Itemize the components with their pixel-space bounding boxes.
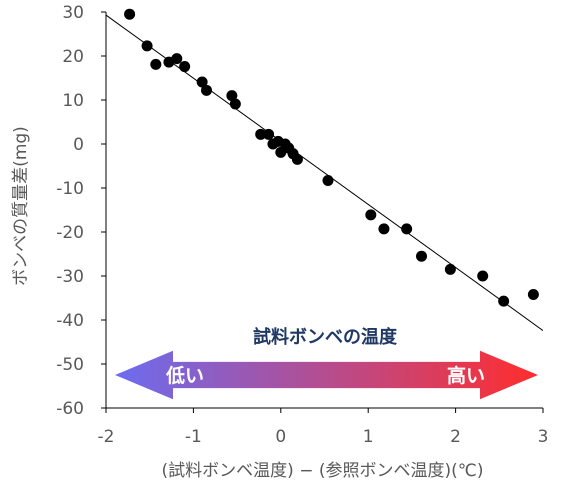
y-tick-label: -10 xyxy=(56,179,84,199)
x-tick-label: 1 xyxy=(363,427,374,447)
data-point xyxy=(226,90,238,102)
data-point xyxy=(171,53,183,65)
y-tick-label: -60 xyxy=(56,399,84,419)
data-points xyxy=(124,8,539,307)
data-point xyxy=(201,84,213,96)
x-tick-label: -2 xyxy=(98,427,115,447)
temperature-double-arrow xyxy=(115,350,538,400)
y-axis-title: ボンベの質量差(mg) xyxy=(11,126,31,286)
data-point xyxy=(378,223,390,235)
data-point xyxy=(365,209,377,221)
y-tick-label: -30 xyxy=(56,267,84,287)
axes xyxy=(101,11,544,413)
x-tick-label: 3 xyxy=(538,427,549,447)
data-point xyxy=(124,8,136,20)
x-axis-title: (試料ボンベ温度) − (参照ボンベ温度)(℃) xyxy=(162,461,484,481)
y-tick-label: 0 xyxy=(73,135,84,155)
linear-fit-line xyxy=(106,14,543,331)
data-point xyxy=(255,128,267,140)
data-point xyxy=(498,295,510,307)
y-tick-label: -20 xyxy=(56,223,84,243)
data-point xyxy=(141,40,153,52)
data-point xyxy=(477,270,489,282)
data-point xyxy=(322,175,334,187)
fit-line-layer xyxy=(106,14,543,331)
y-tick-label: -40 xyxy=(56,311,84,331)
x-tick-label: 2 xyxy=(450,427,461,447)
data-point xyxy=(291,153,303,165)
data-point xyxy=(401,223,413,235)
data-point xyxy=(150,58,162,70)
data-point xyxy=(444,263,456,275)
arrow-caption: 試料ボンベの温度 xyxy=(253,326,398,348)
y-tick-label: 20 xyxy=(62,47,84,67)
x-tick-label: -1 xyxy=(185,427,202,447)
data-point xyxy=(229,98,241,110)
y-tick-label: -50 xyxy=(56,355,84,375)
y-tick-label: 10 xyxy=(62,91,84,111)
data-point xyxy=(263,128,275,140)
arrow-high-label: 高い xyxy=(447,364,485,387)
data-point xyxy=(527,288,539,300)
data-point xyxy=(196,76,208,88)
y-tick-label: 30 xyxy=(62,3,84,23)
arrow-low-label: 低い xyxy=(165,364,204,387)
data-point xyxy=(416,250,428,262)
data-point xyxy=(179,61,191,73)
x-tick-label: 0 xyxy=(275,427,286,447)
